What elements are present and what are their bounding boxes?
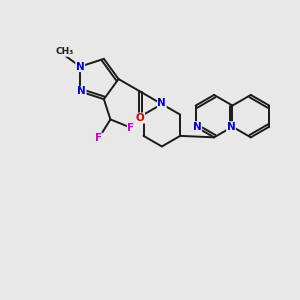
- Text: F: F: [95, 133, 102, 143]
- Text: O: O: [136, 113, 145, 123]
- Text: N: N: [76, 61, 85, 72]
- Text: N: N: [158, 98, 166, 108]
- Text: N: N: [226, 122, 235, 132]
- Text: CH₃: CH₃: [55, 47, 74, 56]
- Text: N: N: [193, 122, 202, 132]
- Text: N: N: [77, 86, 86, 97]
- Text: F: F: [128, 123, 134, 133]
